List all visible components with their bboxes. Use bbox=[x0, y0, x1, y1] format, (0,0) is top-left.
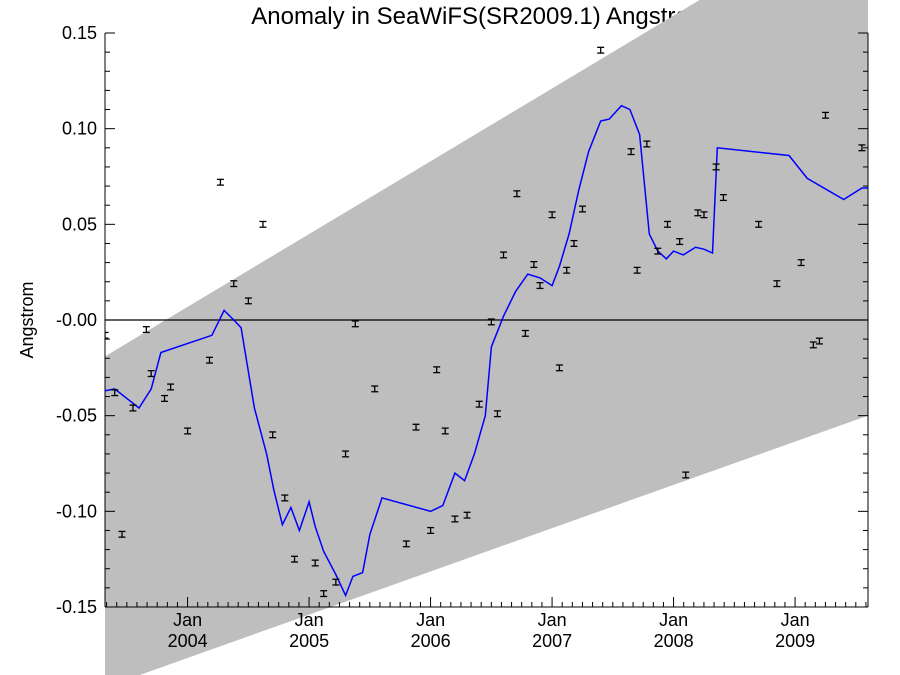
x-tick-label-year: 2007 bbox=[532, 631, 572, 651]
data-point bbox=[682, 471, 690, 479]
data-point bbox=[269, 431, 277, 439]
data-point bbox=[694, 209, 702, 217]
data-point bbox=[311, 559, 319, 567]
smoothed-anomaly-line bbox=[105, 104, 868, 598]
x-tick-label-month: Jan bbox=[416, 610, 445, 630]
y-tick-label: -0.00 bbox=[56, 310, 97, 330]
data-point bbox=[291, 555, 299, 563]
data-point bbox=[371, 385, 379, 393]
y-tick-label: 0.15 bbox=[62, 23, 97, 43]
data-point bbox=[633, 266, 641, 274]
data-point bbox=[412, 423, 420, 431]
data-point bbox=[244, 297, 252, 305]
data-point bbox=[342, 450, 350, 458]
data-point bbox=[351, 320, 359, 328]
data-point bbox=[487, 318, 495, 326]
x-tick-label-year: 2006 bbox=[411, 631, 451, 651]
data-point bbox=[578, 205, 586, 213]
data-point bbox=[809, 341, 817, 349]
data-point bbox=[700, 211, 708, 219]
data-point bbox=[216, 178, 224, 186]
data-point bbox=[755, 220, 763, 228]
data-point bbox=[530, 260, 538, 269]
y-tick-label: -0.10 bbox=[56, 501, 97, 521]
data-point bbox=[570, 239, 578, 247]
data-point bbox=[627, 148, 635, 156]
data-point bbox=[858, 144, 866, 152]
data-point bbox=[281, 494, 289, 502]
x-tick-label-month: Jan bbox=[659, 610, 688, 630]
data-point bbox=[555, 364, 563, 372]
y-tick-label: 0.05 bbox=[62, 214, 97, 234]
x-tick-label-month: Jan bbox=[781, 610, 810, 630]
x-tick-label-year: 2009 bbox=[775, 631, 815, 651]
data-point bbox=[664, 220, 672, 228]
data-point bbox=[536, 282, 544, 290]
y-tick-label: 0.10 bbox=[62, 119, 97, 139]
y-tick-label: -0.15 bbox=[56, 597, 97, 617]
data-point bbox=[500, 251, 508, 259]
data-point bbox=[402, 540, 410, 548]
data-point bbox=[147, 370, 155, 378]
data-point bbox=[463, 511, 471, 519]
data-point bbox=[205, 356, 213, 364]
data-point bbox=[433, 366, 441, 374]
data-point bbox=[105, 331, 109, 339]
data-point bbox=[167, 383, 175, 391]
data-point bbox=[513, 190, 521, 198]
data-point bbox=[548, 211, 556, 219]
data-point bbox=[654, 247, 662, 255]
data-point bbox=[773, 280, 781, 288]
data-point bbox=[230, 280, 238, 288]
data-point bbox=[521, 329, 529, 337]
data-point bbox=[142, 326, 150, 334]
data-point bbox=[815, 337, 823, 345]
confidence-band bbox=[105, 0, 868, 675]
data-point bbox=[797, 259, 805, 267]
data-point bbox=[719, 194, 727, 202]
data-point bbox=[451, 515, 459, 523]
data-point bbox=[643, 140, 651, 148]
data-point bbox=[676, 238, 684, 246]
data-point bbox=[597, 46, 605, 54]
chart-title: Anomaly in SeaWiFS(SR2009.1) Angstrom bbox=[251, 3, 709, 30]
data-point bbox=[259, 220, 267, 228]
data-point bbox=[563, 266, 571, 274]
data-point bbox=[441, 427, 449, 435]
x-tick-label-year: 2008 bbox=[654, 631, 694, 651]
data-point bbox=[320, 590, 328, 598]
x-tick-label-month: Jan bbox=[538, 610, 567, 630]
y-tick-label: -0.05 bbox=[56, 406, 97, 426]
x-tick-label-year: 2004 bbox=[168, 631, 208, 651]
data-point bbox=[821, 111, 829, 119]
data-point bbox=[475, 400, 483, 408]
data-point bbox=[161, 394, 169, 402]
y-axis-label: Angstrom bbox=[17, 281, 37, 358]
data-point bbox=[129, 404, 137, 412]
data-point bbox=[712, 163, 720, 171]
data-point bbox=[184, 427, 192, 435]
data-point bbox=[111, 389, 119, 397]
data-point bbox=[118, 530, 126, 538]
x-tick-label-year: 2005 bbox=[289, 631, 329, 651]
x-tick-label-month: Jan bbox=[173, 610, 202, 630]
data-point bbox=[493, 410, 501, 418]
x-tick-label-month: Jan bbox=[295, 610, 324, 630]
data-point bbox=[427, 526, 435, 534]
data-point bbox=[332, 578, 340, 586]
